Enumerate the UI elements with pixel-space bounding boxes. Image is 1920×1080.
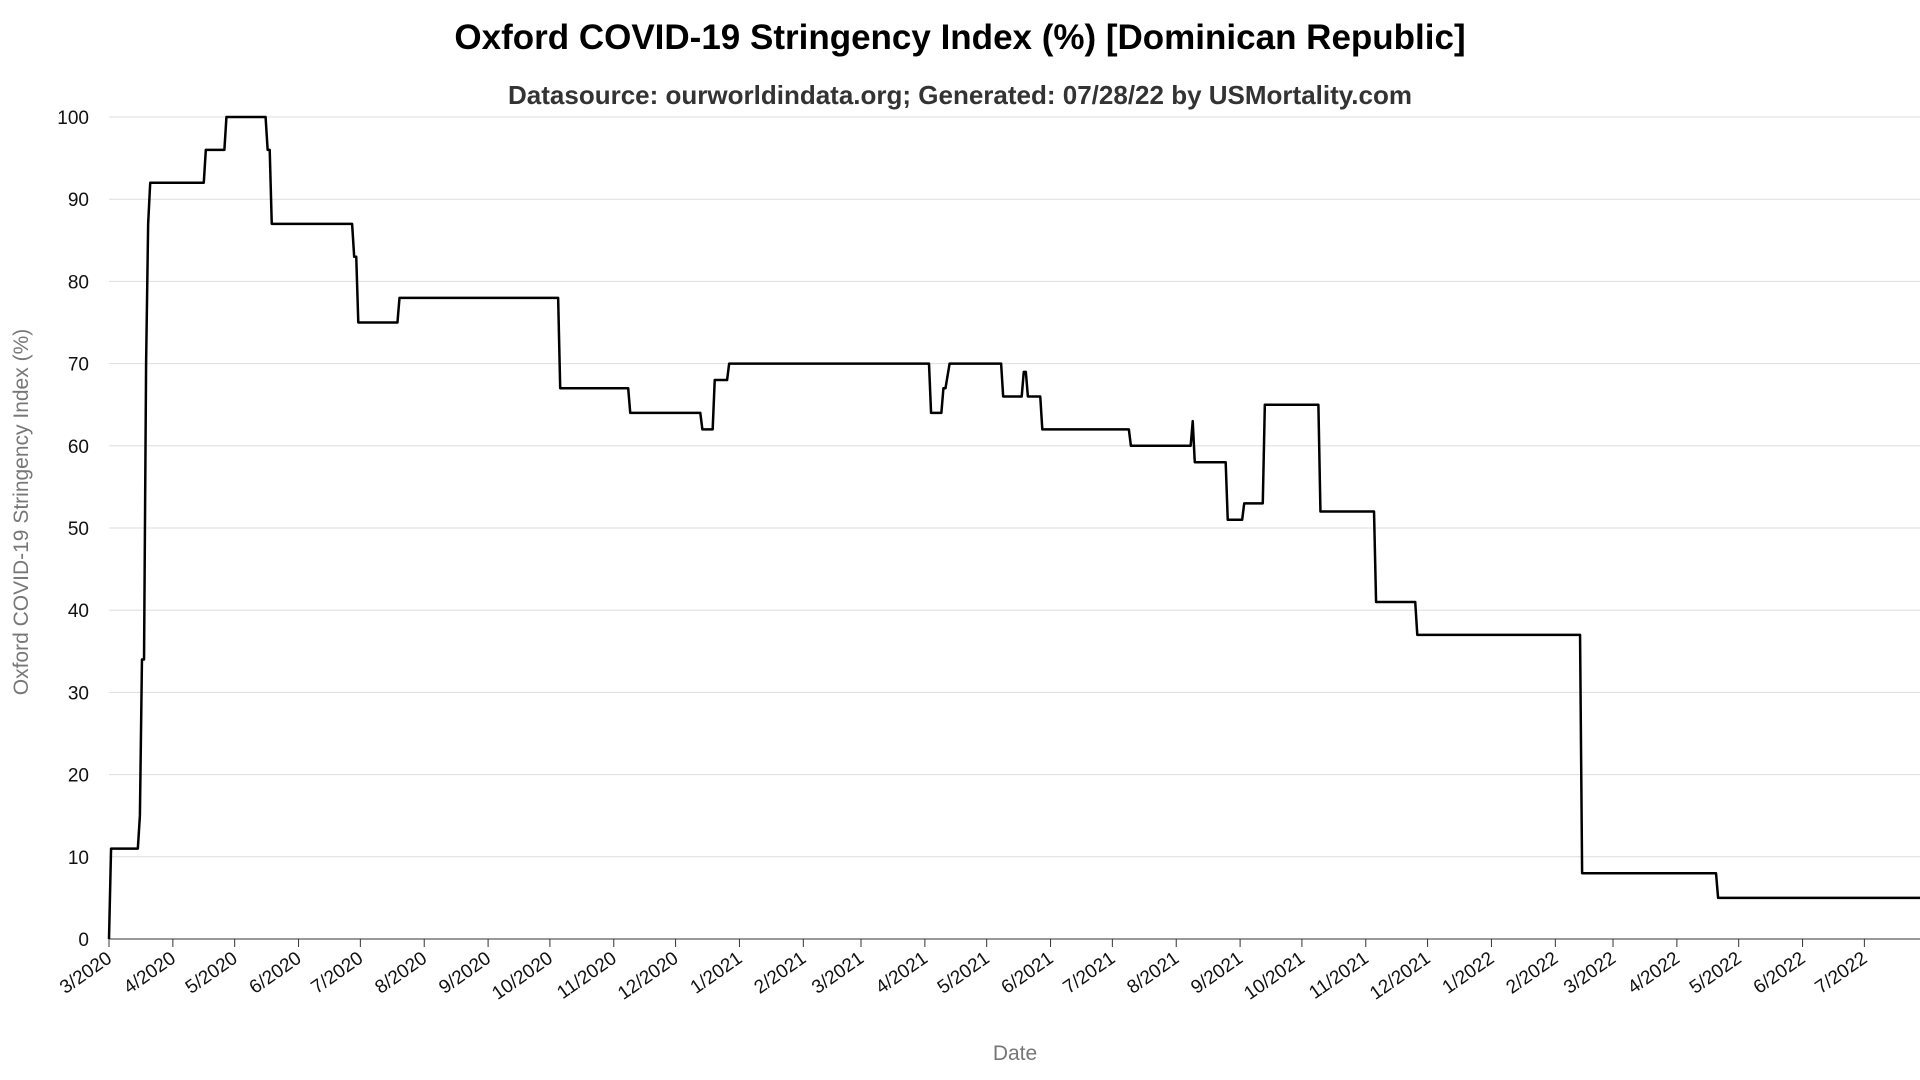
y-tick-label: 60 — [68, 437, 89, 458]
x-tick-label: 11/2020 — [553, 948, 620, 1004]
x-tick-label: 3/2021 — [808, 948, 868, 999]
x-axis: 3/2020 4/2020 5/2020 6/2020 7/2020 8/2020 9/20… — [56, 938, 1920, 1005]
x-tick-label: 4/2021 — [872, 948, 932, 999]
x-tick-label: 7/2021 — [1060, 948, 1120, 999]
x-tick-label: 8/2021 — [1123, 948, 1183, 999]
y-tick-label: 100 — [57, 108, 89, 129]
y-tick-label: 40 — [68, 601, 89, 622]
y-tick-label: 20 — [68, 766, 89, 787]
y-tick-label: 30 — [68, 683, 89, 704]
x-tick-label: 10/2021 — [1240, 948, 1308, 1005]
y-tick-label: 80 — [68, 272, 89, 293]
y-tick-label: 10 — [68, 848, 89, 869]
x-tick-label: 12/2020 — [614, 948, 682, 1005]
x-tick-label: 5/2022 — [1686, 948, 1746, 999]
chart-title: Oxford COVID-19 Stringency Index (%) [Do… — [454, 18, 1466, 57]
x-tick-label: 8/2020 — [371, 948, 431, 999]
x-tick-label: 5/2021 — [934, 948, 994, 999]
y-tick-label: 70 — [68, 355, 89, 376]
x-tick-label: 6/2021 — [998, 948, 1058, 999]
series-line — [107, 115, 1920, 940]
y-axis: 0 10 20 30 40 50 60 70 80 90 100 — [57, 108, 89, 951]
x-tick-label: 5/2020 — [182, 948, 242, 999]
grid-layer — [109, 116, 1920, 940]
x-tick-label: 1/2021 — [687, 948, 747, 999]
x-tick-label: 6/2020 — [246, 948, 306, 999]
x-tick-label: 2/2022 — [1503, 948, 1563, 999]
x-tick-label: 9/2021 — [1187, 948, 1247, 999]
x-tick-label: 2/2021 — [751, 948, 811, 999]
x-tick-label: 11/2021 — [1305, 948, 1372, 1004]
x-tick-label: 3/2022 — [1560, 948, 1620, 999]
x-axis-title: Date — [993, 1042, 1037, 1065]
x-tick-label: 9/2020 — [435, 948, 495, 999]
x-tick-label: 12/2021 — [1366, 948, 1434, 1005]
x-tick-label: 7/2020 — [308, 948, 368, 999]
x-tick-label: 4/2020 — [120, 948, 180, 999]
y-axis-title: Oxford COVID-19 Stringency Index (%) — [10, 329, 33, 695]
chart-subtitle: Datasource: ourworldindata.org; Generate… — [508, 80, 1412, 110]
x-tick-label: 1/2022 — [1439, 948, 1499, 999]
x-tick-label: 3/2020 — [56, 948, 116, 999]
y-tick-label: 0 — [78, 930, 89, 951]
x-tick-label: 7/2022 — [1812, 948, 1872, 999]
x-tick-label: 6/2022 — [1750, 948, 1810, 999]
y-tick-label: 50 — [68, 519, 89, 540]
x-tick-label: 10/2020 — [488, 948, 556, 1005]
y-tick-label: 90 — [68, 190, 89, 211]
x-tick-label: 4/2022 — [1624, 948, 1684, 999]
